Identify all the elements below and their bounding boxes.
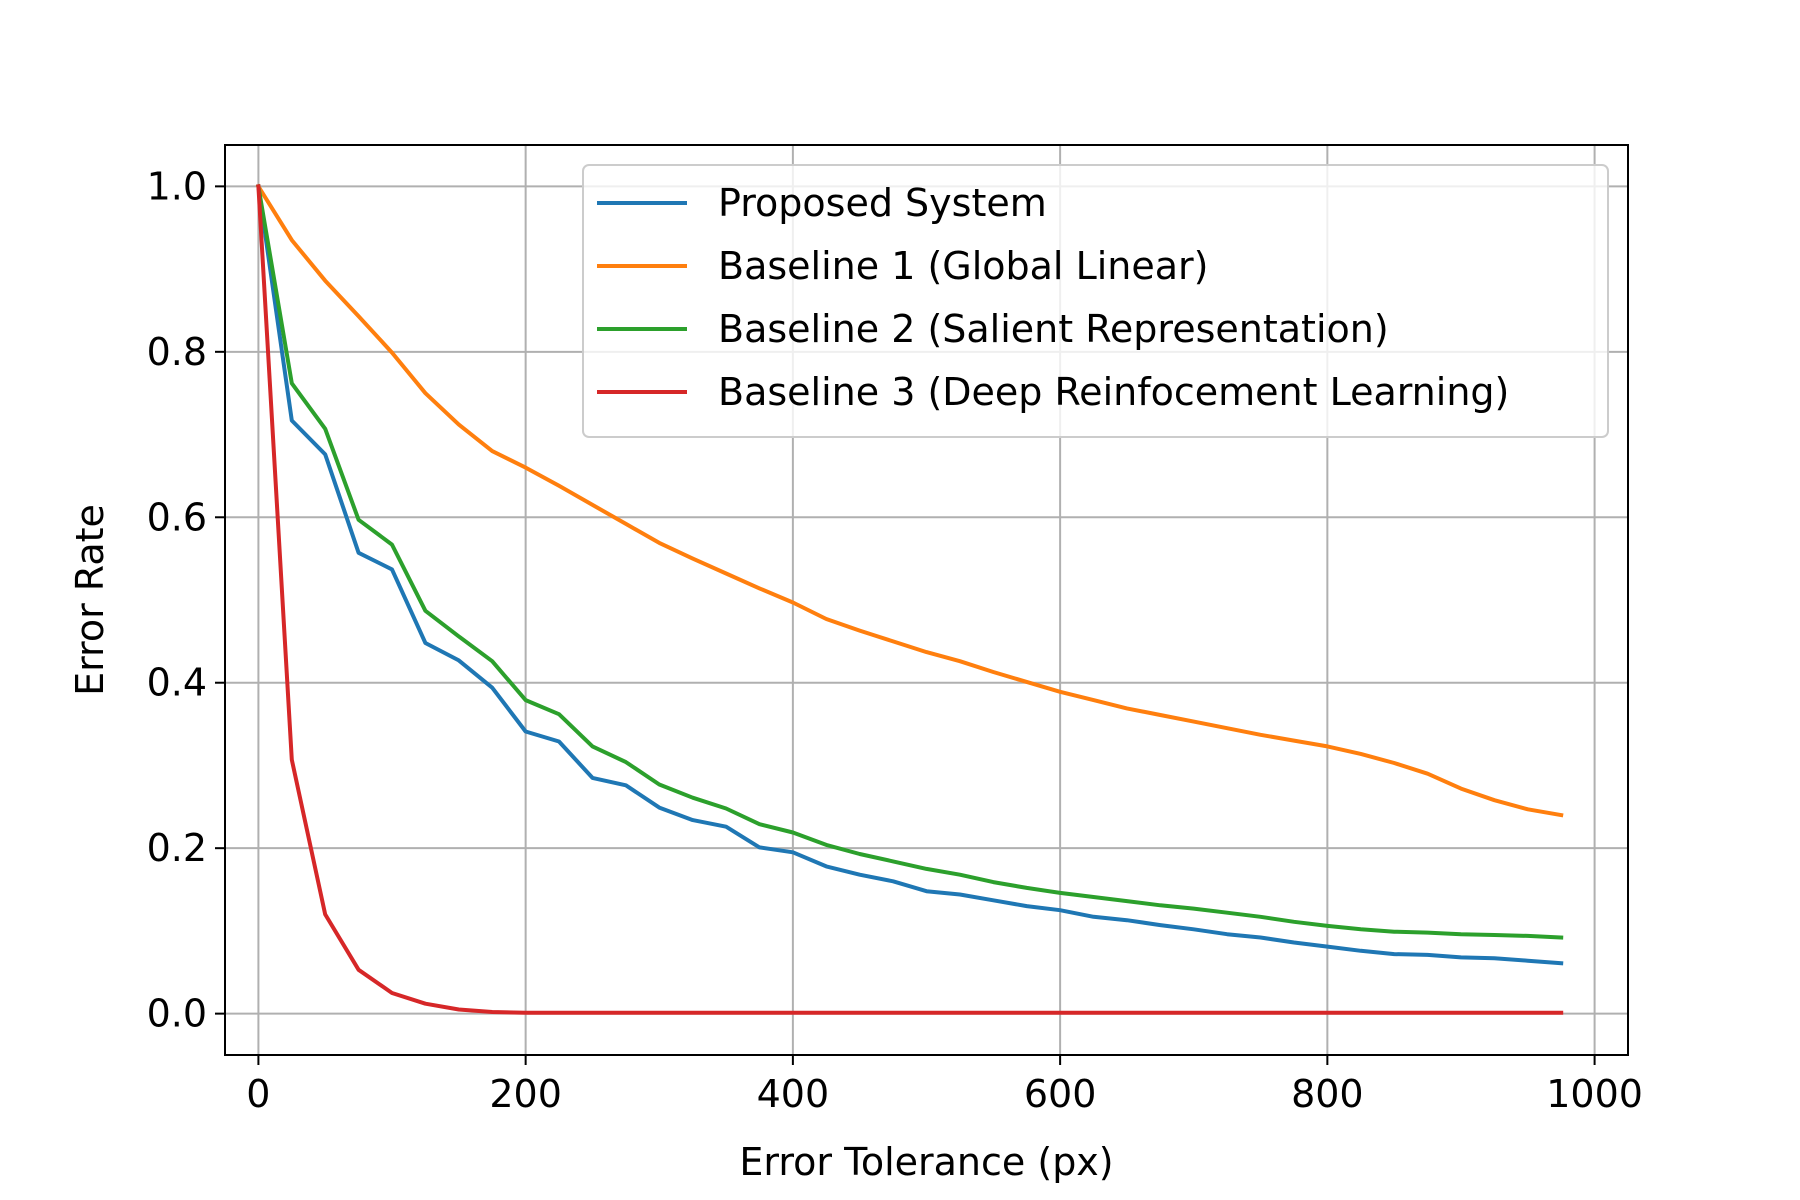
y-tick-label: 0.6 xyxy=(147,495,207,539)
x-tick-label: 0 xyxy=(246,1072,270,1116)
series-lines xyxy=(255,183,1564,1015)
y-tick-label: 0.0 xyxy=(147,992,207,1036)
x-tick-label: 1000 xyxy=(1546,1072,1643,1116)
x-axis-title: Error Tolerance (px) xyxy=(739,1140,1113,1184)
legend-label: Baseline 2 (Salient Representation) xyxy=(718,307,1389,351)
x-tick-label: 600 xyxy=(1024,1072,1097,1116)
y-tick-label: 0.8 xyxy=(147,330,207,374)
y-tick-label: 0.4 xyxy=(147,661,207,705)
series-line-2 xyxy=(255,183,1564,818)
x-tick-label: 400 xyxy=(757,1072,830,1116)
x-axis-ticks: 0 200 400 600 800 1000 xyxy=(246,1055,1643,1116)
plot-frame xyxy=(224,144,1629,1056)
series-line-3 xyxy=(256,184,1564,940)
legend-label: Proposed System xyxy=(718,181,1047,225)
y-axis-ticks: 0.0 0.2 0.4 0.6 0.8 1.0 xyxy=(147,164,225,1036)
y-axis-title: Error Rate xyxy=(68,504,112,696)
y-tick-label: 0.2 xyxy=(147,826,207,870)
x-tick-label: 800 xyxy=(1291,1072,1364,1116)
legend: Proposed System Baseline 1 (Global Linear… xyxy=(582,164,1609,438)
series-line-4 xyxy=(256,184,1564,1015)
legend-label: Baseline 1 (Global Linear) xyxy=(718,244,1209,288)
legend-label: Baseline 3 (Deep Reinfocement Learning) xyxy=(718,370,1509,414)
y-tick-label: 1.0 xyxy=(147,164,207,208)
x-tick-label: 200 xyxy=(489,1072,562,1116)
series-line-1 xyxy=(256,184,1564,966)
legend-box xyxy=(582,164,1609,438)
